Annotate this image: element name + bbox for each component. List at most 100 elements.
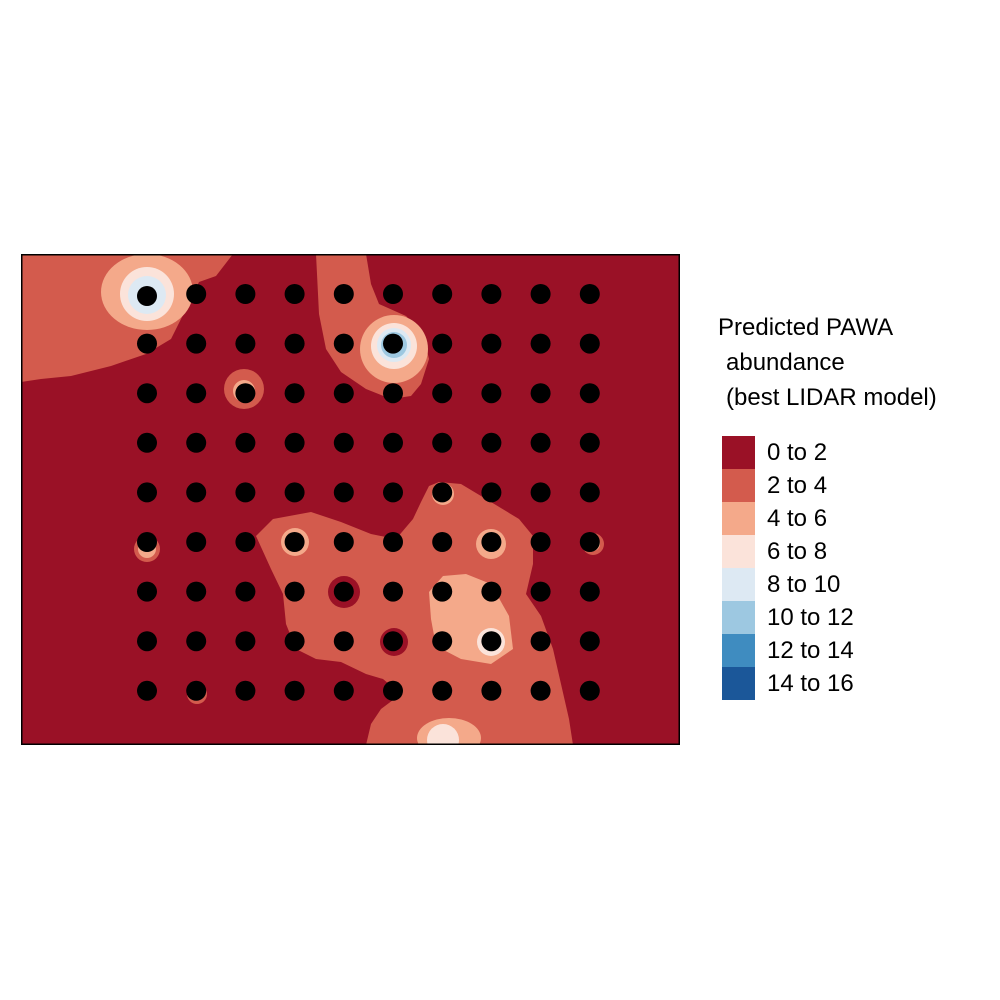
survey-point [481, 482, 502, 503]
survey-point [186, 581, 207, 602]
survey-point [530, 284, 551, 304]
survey-point [333, 383, 354, 404]
legend-item-14-16: 14 to 16 [718, 667, 998, 700]
legend-label: 4 to 6 [767, 504, 828, 532]
prediction-map-svg [21, 254, 680, 745]
survey-point [284, 482, 305, 503]
survey-point [432, 680, 453, 701]
survey-point [235, 284, 256, 304]
survey-point [333, 581, 354, 602]
survey-point [333, 432, 354, 453]
survey-point [137, 432, 157, 453]
survey-point [137, 581, 157, 602]
survey-point [481, 631, 502, 652]
survey-point [383, 432, 403, 453]
survey-point [186, 482, 207, 503]
survey-point [137, 383, 157, 404]
survey-point [432, 284, 453, 304]
legend-label: 14 to 16 [767, 669, 854, 697]
survey-point [186, 532, 207, 552]
survey-points [137, 284, 600, 701]
map-border [21, 254, 680, 745]
survey-point [481, 432, 502, 453]
survey-point [186, 284, 207, 304]
legend-title-line-1: Predicted PAWA [718, 314, 894, 341]
legend-swatch [722, 469, 755, 502]
survey-point [432, 482, 453, 503]
survey-point [284, 383, 305, 404]
survey-point [284, 532, 305, 552]
survey-point [137, 482, 157, 503]
legend-item-10-12: 10 to 12 [718, 601, 998, 634]
survey-point [235, 581, 256, 602]
survey-point [235, 532, 256, 552]
survey-point [137, 631, 157, 652]
survey-point [481, 581, 502, 602]
survey-point [235, 383, 256, 404]
survey-point [235, 482, 256, 503]
survey-point [333, 680, 354, 701]
survey-point [481, 333, 502, 354]
legend-item-2-4: 2 to 4 [718, 469, 998, 502]
survey-point [284, 581, 305, 602]
legend-items: 0 to 2 2 to 4 4 to 6 6 to 8 8 to 10 10 t… [718, 436, 998, 700]
survey-point [333, 482, 354, 503]
survey-point [137, 333, 157, 354]
legend-item-8-10: 8 to 10 [718, 568, 998, 601]
legend-swatch [722, 568, 755, 601]
survey-point [579, 432, 600, 453]
legend-label: 0 to 2 [767, 438, 828, 466]
survey-point [530, 333, 551, 354]
survey-point [333, 631, 354, 652]
survey-point [481, 680, 502, 701]
survey-point [579, 581, 600, 602]
survey-point [186, 383, 207, 404]
survey-point [284, 631, 305, 652]
survey-point [432, 631, 453, 652]
survey-point [383, 631, 403, 652]
survey-point [235, 432, 256, 453]
survey-point [235, 631, 256, 652]
survey-point [579, 383, 600, 404]
legend-swatch [722, 436, 755, 469]
survey-point [383, 333, 403, 354]
survey-point [432, 333, 453, 354]
survey-point [137, 680, 157, 701]
survey-point [530, 631, 551, 652]
survey-point [137, 532, 157, 552]
legend-label: 8 to 10 [767, 570, 841, 598]
survey-point [383, 383, 403, 404]
survey-point [530, 581, 551, 602]
survey-point [284, 680, 305, 701]
prediction-map [21, 254, 680, 745]
survey-point [579, 532, 600, 552]
survey-point [481, 383, 502, 404]
survey-point [235, 333, 256, 354]
legend-label: 12 to 14 [767, 636, 854, 664]
survey-point [530, 532, 551, 552]
survey-point [530, 482, 551, 503]
legend-swatch [722, 535, 755, 568]
survey-point [432, 581, 453, 602]
survey-point [530, 383, 551, 404]
legend-swatch [722, 601, 755, 634]
survey-point [137, 286, 157, 306]
survey-point [333, 333, 354, 354]
legend-title-line-2: abundance [726, 349, 845, 376]
survey-point [579, 680, 600, 701]
legend-label: 2 to 4 [767, 471, 828, 499]
survey-point [186, 333, 207, 354]
survey-point [579, 284, 600, 304]
legend-item-6-8: 6 to 8 [718, 535, 998, 568]
legend-item-0-2: 0 to 2 [718, 436, 998, 469]
survey-point [284, 432, 305, 453]
survey-point [383, 680, 403, 701]
legend-swatch [722, 667, 755, 700]
survey-point [186, 680, 207, 701]
survey-point [530, 432, 551, 453]
survey-point [186, 432, 207, 453]
legend-label: 10 to 12 [767, 603, 854, 631]
legend: Predicted PAWA abundance (best LIDAR mod… [718, 310, 998, 700]
survey-point [186, 631, 207, 652]
survey-point [579, 482, 600, 503]
